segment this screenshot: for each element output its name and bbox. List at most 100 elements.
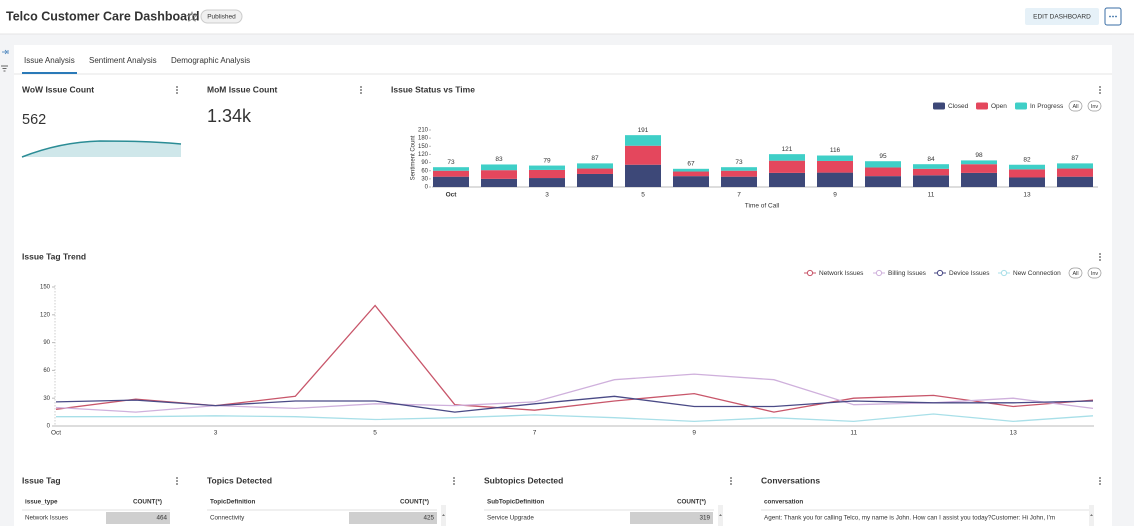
tab[interactable]: Demographic Analysis bbox=[171, 56, 250, 65]
menu-dot[interactable] bbox=[360, 89, 362, 91]
legend-label[interactable]: Network Issues bbox=[819, 270, 864, 277]
tab[interactable]: Issue Analysis bbox=[24, 56, 75, 65]
bar-segment bbox=[481, 170, 517, 179]
column-header[interactable]: COUNT(*) bbox=[677, 499, 706, 506]
x-axis-label: Time of Call bbox=[745, 203, 780, 210]
bar-total-label: 98 bbox=[975, 152, 983, 159]
legend-button-label: All bbox=[1072, 271, 1078, 277]
bar-total-label: 73 bbox=[447, 159, 455, 166]
bar-segment bbox=[721, 176, 757, 187]
y-tick-label: 60 bbox=[421, 168, 428, 174]
line-series bbox=[55, 395, 1094, 413]
x-tick-label: 13 bbox=[1023, 192, 1031, 199]
bar-segment bbox=[961, 164, 997, 173]
menu-dot[interactable] bbox=[1099, 483, 1101, 485]
widget-title: Subtopics Detected bbox=[484, 475, 563, 485]
menu-dot[interactable] bbox=[360, 92, 362, 94]
legend-label[interactable]: In Progress bbox=[1030, 103, 1064, 110]
y-tick-label: 180 bbox=[418, 136, 429, 142]
menu-dot[interactable] bbox=[1099, 256, 1101, 258]
favorite-star[interactable] bbox=[186, 11, 198, 22]
expand-icon[interactable] bbox=[2, 49, 9, 55]
y-tick-label: 60 bbox=[43, 368, 50, 374]
widget-title: WoW Issue Count bbox=[22, 84, 94, 94]
menu-dot[interactable] bbox=[176, 92, 178, 94]
scroll-arrow[interactable] bbox=[719, 514, 722, 516]
legend-label[interactable]: New Connection bbox=[1013, 270, 1061, 277]
y-tick-label: 150 bbox=[40, 285, 51, 291]
bar-segment bbox=[673, 171, 709, 177]
menu-dot[interactable] bbox=[176, 89, 178, 91]
bar-segment bbox=[433, 176, 469, 187]
bar-segment bbox=[673, 176, 709, 187]
bar-segment bbox=[961, 172, 997, 187]
menu-dot[interactable] bbox=[1099, 259, 1101, 261]
dashboard-title: Telco Customer Care Dashboard bbox=[6, 9, 200, 23]
menu-dot[interactable] bbox=[1099, 89, 1101, 91]
column-header[interactable]: SubTopicDefinition bbox=[487, 499, 544, 506]
bar-segment bbox=[577, 173, 613, 187]
widget-title: Issue Tag Trend bbox=[22, 251, 86, 261]
menu-dot[interactable] bbox=[1099, 477, 1101, 479]
bar-segment bbox=[673, 168, 709, 172]
tab[interactable]: Sentiment Analysis bbox=[89, 56, 157, 65]
menu-dot[interactable] bbox=[1099, 253, 1101, 255]
legend-button-label: Inv bbox=[1091, 271, 1099, 277]
column-header[interactable]: COUNT(*) bbox=[133, 499, 162, 506]
count-cell-bar bbox=[630, 512, 713, 524]
scroll-arrow[interactable] bbox=[1090, 514, 1093, 516]
bar-segment bbox=[721, 170, 757, 177]
legend-button[interactable] bbox=[1068, 100, 1083, 112]
bar-segment bbox=[529, 169, 565, 179]
legend-button[interactable] bbox=[1087, 100, 1102, 112]
bar-segment bbox=[913, 175, 949, 187]
y-tick-label: 150 bbox=[418, 144, 429, 150]
legend-button[interactable] bbox=[1068, 267, 1083, 279]
widget-title: Conversations bbox=[761, 475, 820, 485]
bar-total-label: 67 bbox=[687, 161, 695, 168]
y-tick-label: 30 bbox=[43, 396, 50, 402]
legend-marker bbox=[806, 269, 814, 277]
menu-dot[interactable] bbox=[1099, 92, 1101, 94]
status-badge bbox=[200, 9, 243, 24]
legend-label[interactable]: Closed bbox=[948, 103, 969, 110]
column-header[interactable]: COUNT(*) bbox=[400, 499, 429, 506]
legend-label[interactable]: Billing Issues bbox=[888, 270, 927, 277]
bar-segment bbox=[961, 160, 997, 165]
menu-dot[interactable] bbox=[1099, 480, 1101, 482]
menu-dot[interactable] bbox=[730, 483, 732, 485]
column-header[interactable]: issue_type bbox=[25, 499, 58, 506]
x-tick-label: Oct bbox=[51, 430, 61, 437]
menu-dot[interactable] bbox=[176, 483, 178, 485]
legend-button[interactable] bbox=[1087, 267, 1102, 279]
legend-label[interactable]: Open bbox=[991, 103, 1007, 110]
legend-label[interactable]: Device Issues bbox=[949, 270, 990, 277]
menu-dot[interactable] bbox=[176, 86, 178, 88]
bar-segment bbox=[1057, 168, 1093, 177]
menu-dot[interactable] bbox=[453, 483, 455, 485]
column-header[interactable]: TopicDefinition bbox=[210, 499, 256, 506]
bar-segment bbox=[577, 168, 613, 174]
x-tick-label: 7 bbox=[533, 430, 537, 437]
x-tick-label: 11 bbox=[850, 430, 857, 437]
menu-dot[interactable] bbox=[730, 480, 732, 482]
y-tick-label: 210 bbox=[418, 128, 429, 134]
menu-dot[interactable] bbox=[453, 477, 455, 479]
x-tick-label: 13 bbox=[1010, 430, 1018, 437]
menu-dot[interactable] bbox=[360, 86, 362, 88]
edit-button[interactable] bbox=[1025, 8, 1099, 25]
bar-segment bbox=[913, 164, 949, 169]
bar-segment bbox=[625, 135, 661, 146]
menu-dot[interactable] bbox=[1099, 86, 1101, 88]
menu-dot[interactable] bbox=[176, 480, 178, 482]
menu-dot[interactable] bbox=[453, 480, 455, 482]
widget-title: Issue Status vs Time bbox=[391, 84, 475, 94]
bar-segment bbox=[865, 167, 901, 177]
menu-dot[interactable] bbox=[176, 477, 178, 479]
scroll-arrow[interactable] bbox=[442, 514, 445, 516]
filter-icon[interactable] bbox=[1, 65, 8, 72]
menu-dot[interactable] bbox=[730, 477, 732, 479]
column-header[interactable]: conversation bbox=[764, 499, 803, 506]
bar-total-label: 73 bbox=[735, 159, 743, 166]
bar-segment bbox=[817, 172, 853, 187]
